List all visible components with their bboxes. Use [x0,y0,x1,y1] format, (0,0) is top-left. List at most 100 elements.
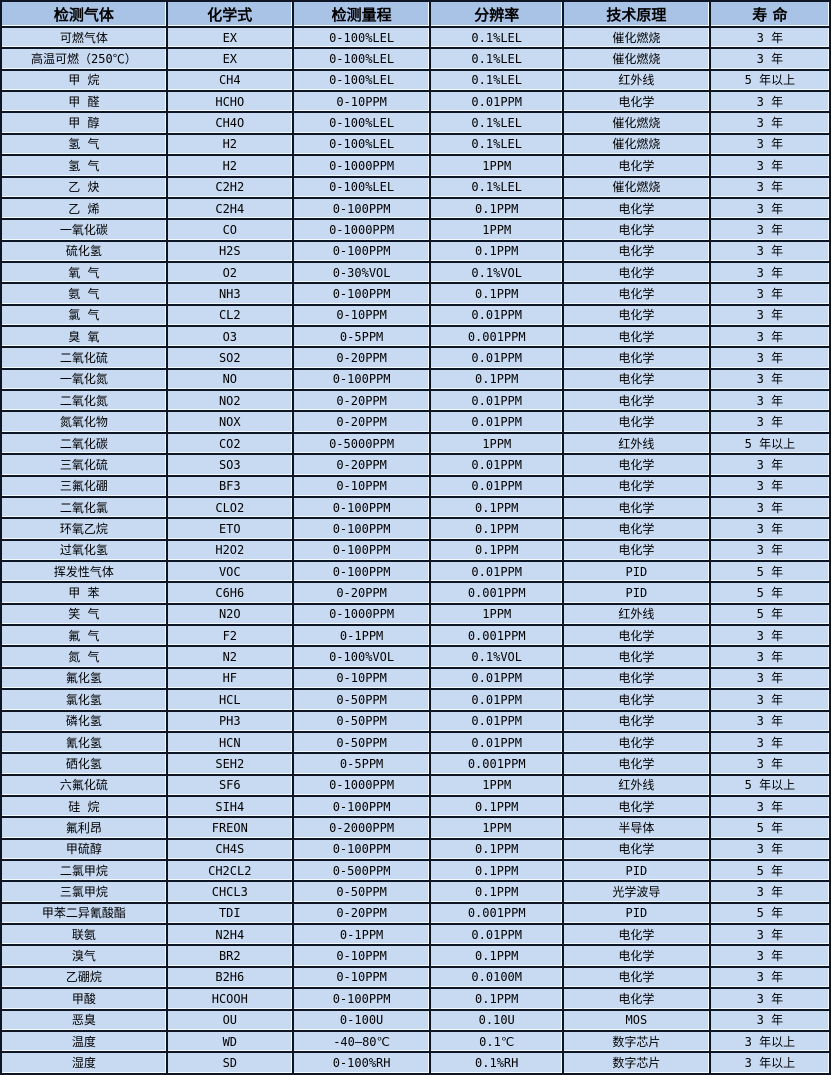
cell-resolution: 0.001PPM [429,581,565,605]
cell-principle: 红外线 [562,773,711,797]
cell-gas: 二氧化硫 [0,346,168,370]
table-row: 可燃气体 EX 0-100%LEL 0.1%LEL 催化燃烧 3 年 [0,25,831,50]
cell-resolution: 0.01PPM [429,389,565,413]
cell-principle: 催化燃烧 [562,111,711,135]
cell-resolution: 0.01PPM [429,559,565,584]
cell-principle: 电化学 [562,837,711,862]
cell-gas: 二氯甲烷 [0,858,168,883]
cell-resolution: 0.1%VOL [429,260,565,285]
table-row: 乙硼烷 B2H6 0-10PPM 0.0100M 电化学 3 年 [0,965,831,990]
cell-formula: EX [165,47,294,71]
table-row: 二氧化硫 SO2 0-20PPM 0.01PPM 电化学 3 年 [0,346,831,370]
cell-gas: 氢 气 [0,154,168,178]
cell-gas: 甲酸 [0,987,168,1011]
table-row: 甲 烷 CH4 0-100%LEL 0.1%LEL 红外线 5 年以上 [0,68,831,93]
cell-principle: 电化学 [562,346,711,370]
cell-principle: 电化学 [562,517,711,541]
cell-lifespan: 3 年以上 [708,1051,831,1075]
cell-lifespan: 3 年 [708,666,831,691]
cell-range: 0-10PPM [291,90,432,114]
cell-lifespan: 3 年 [708,389,831,413]
cell-range: 0-1000PPM [291,154,432,178]
cell-principle: 电化学 [562,624,711,648]
cell-principle: 半导体 [562,816,711,840]
cell-range: 0-1000PPM [291,773,432,797]
cell-lifespan: 5 年 [708,602,831,627]
cell-formula: N2H4 [165,923,294,947]
cell-lifespan: 3 年 [708,154,831,178]
cell-formula: NO [165,367,294,392]
header-lifespan: 寿 命 [708,0,831,28]
cell-gas: 臭 氧 [0,325,168,349]
cell-resolution: 0.1PPM [429,794,565,819]
cell-lifespan: 3 年 [708,688,831,712]
cell-resolution: 0.01PPM [429,453,565,477]
cell-gas: 氢 气 [0,132,168,157]
cell-resolution: 0.1PPM [429,880,565,904]
cell-range: 0-100PPM [291,538,432,563]
cell-resolution: 0.01PPM [429,709,565,733]
cell-resolution: 0.01PPM [429,666,565,691]
cell-range: 0-2000PPM [291,816,432,840]
table-row: 甲硫醇 CH4S 0-100PPM 0.1PPM 电化学 3 年 [0,837,831,862]
table-row: 二氧化氮 NO2 0-20PPM 0.01PPM 电化学 3 年 [0,389,831,413]
cell-lifespan: 3 年 [708,175,831,199]
header-resolution: 分辨率 [429,0,565,28]
cell-lifespan: 3 年 [708,965,831,990]
cell-gas: 氟利昂 [0,816,168,840]
cell-gas: 三氧化硫 [0,453,168,477]
table-row: 过氧化氢 H2O2 0-100PPM 0.1PPM 电化学 3 年 [0,538,831,563]
cell-principle: 电化学 [562,410,711,434]
cell-gas: 温度 [0,1029,168,1054]
cell-resolution: 0.1PPM [429,858,565,883]
cell-resolution: 0.1%LEL [429,25,565,50]
cell-resolution: 0.01PPM [429,923,565,947]
cell-lifespan: 5 年以上 [708,773,831,797]
cell-lifespan: 5 年 [708,559,831,584]
table-row: 硒化氢 SEH2 0-5PPM 0.001PPM 电化学 3 年 [0,752,831,776]
cell-principle: PID [562,559,711,584]
cell-formula: WD [165,1029,294,1054]
cell-formula: H2S [165,239,294,263]
cell-formula: O2 [165,260,294,285]
cell-range: 0-100%LEL [291,47,432,71]
cell-range: 0-20PPM [291,453,432,477]
cell-gas: 氟 气 [0,624,168,648]
cell-lifespan: 3 年 [708,987,831,1011]
table-row: 溴气 BR2 0-10PPM 0.1PPM 电化学 3 年 [0,944,831,968]
cell-range: 0-100PPM [291,987,432,1011]
cell-range: -40—80℃ [291,1029,432,1054]
cell-resolution: 0.1PPM [429,944,565,968]
cell-resolution: 0.01PPM [429,474,565,498]
cell-resolution: 0.001PPM [429,624,565,648]
cell-resolution: 1PPM [429,602,565,627]
cell-principle: 电化学 [562,367,711,392]
cell-lifespan: 3 年 [708,196,831,221]
cell-resolution: 0.01PPM [429,730,565,755]
table-row: 氢 气 H2 0-100%LEL 0.1%LEL 催化燃烧 3 年 [0,132,831,157]
cell-principle: 红外线 [562,431,711,456]
cell-principle: 电化学 [562,474,711,498]
cell-range: 0-10PPM [291,666,432,691]
table-row: 氨 气 NH3 0-100PPM 0.1PPM 电化学 3 年 [0,282,831,306]
cell-principle: 光学波导 [562,880,711,904]
cell-formula: SEH2 [165,752,294,776]
cell-resolution: 0.1PPM [429,196,565,221]
cell-resolution: 1PPM [429,816,565,840]
table-row: 温度 WD -40—80℃ 0.1℃ 数字芯片 3 年以上 [0,1029,831,1054]
cell-formula: SF6 [165,773,294,797]
cell-lifespan: 3 年 [708,282,831,306]
cell-resolution: 0.1PPM [429,538,565,563]
cell-range: 0-100PPM [291,794,432,819]
cell-principle: 电化学 [562,196,711,221]
cell-range: 0-50PPM [291,688,432,712]
cell-gas: 可燃气体 [0,25,168,50]
cell-gas: 磷化氢 [0,709,168,733]
cell-resolution: 0.1PPM [429,517,565,541]
cell-formula: C6H6 [165,581,294,605]
cell-formula: CHCL3 [165,880,294,904]
cell-range: 0-100PPM [291,837,432,862]
cell-principle: 催化燃烧 [562,175,711,199]
cell-lifespan: 3 年 [708,346,831,370]
